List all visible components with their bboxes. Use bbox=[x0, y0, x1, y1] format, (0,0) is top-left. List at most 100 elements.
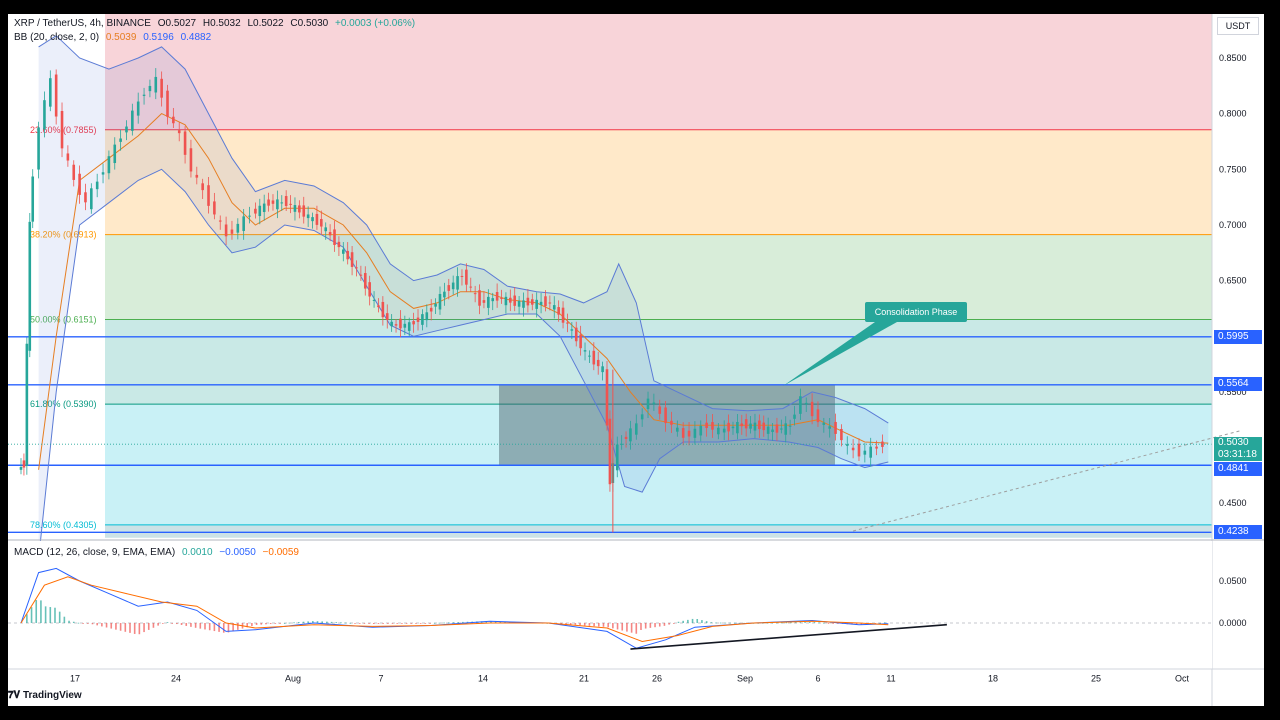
candle-body bbox=[407, 322, 411, 331]
symbol-line: XRP / TetherUS, 4h, BINANCE bbox=[14, 18, 151, 29]
candle-body bbox=[421, 314, 424, 325]
candle bbox=[588, 350, 591, 363]
candle-body bbox=[160, 78, 163, 98]
candle-body bbox=[49, 78, 52, 107]
candle bbox=[172, 107, 175, 129]
candle bbox=[513, 287, 517, 312]
price-tick-7: 0.4500 bbox=[1219, 498, 1247, 508]
macd-histogram-bar bbox=[335, 622, 338, 623]
candle-body bbox=[771, 429, 774, 433]
macd-histogram-bar bbox=[176, 623, 178, 625]
candle bbox=[324, 222, 328, 240]
candle bbox=[189, 139, 193, 178]
macd-histogram-bar bbox=[265, 623, 267, 625]
candle bbox=[530, 293, 534, 311]
candle bbox=[37, 121, 40, 179]
candle-body bbox=[526, 297, 530, 306]
candle-body bbox=[363, 273, 367, 289]
candle bbox=[195, 166, 199, 185]
time-tick-7: Sep bbox=[737, 673, 753, 683]
candle bbox=[788, 419, 792, 435]
candle bbox=[487, 289, 490, 316]
candle-body bbox=[350, 252, 354, 267]
candle bbox=[495, 283, 499, 308]
candle-body bbox=[605, 369, 609, 426]
candle-body bbox=[731, 426, 735, 429]
candle bbox=[54, 69, 58, 125]
candle bbox=[544, 290, 547, 312]
macd-histogram-bar bbox=[246, 623, 248, 628]
candle-body bbox=[451, 282, 455, 290]
candle bbox=[95, 173, 99, 198]
candle bbox=[337, 236, 341, 257]
ohlc-close: C0.5030 bbox=[290, 18, 329, 29]
candle bbox=[119, 129, 122, 151]
candle bbox=[280, 195, 284, 211]
macd-histogram-bar bbox=[762, 622, 764, 624]
ohlc-low: L0.5022 bbox=[247, 18, 284, 29]
macd-histogram-bar bbox=[799, 622, 802, 623]
candle bbox=[142, 87, 146, 105]
time-tick-10: 18 bbox=[988, 673, 998, 683]
candle bbox=[583, 342, 587, 361]
candle bbox=[19, 458, 23, 475]
candle-body bbox=[500, 297, 503, 299]
macd-histogram-bar bbox=[832, 623, 834, 624]
currency-unit-button[interactable]: USDT bbox=[1217, 17, 1259, 35]
macd-histogram-bar bbox=[372, 623, 375, 624]
candle-body bbox=[131, 110, 134, 131]
macd-histogram-bar bbox=[349, 622, 352, 624]
candle-body bbox=[142, 94, 146, 96]
candle bbox=[333, 220, 336, 252]
candle-body bbox=[183, 131, 187, 155]
candle-body bbox=[670, 420, 673, 425]
candle-body bbox=[434, 303, 437, 307]
macd-histogram-bar bbox=[490, 621, 492, 623]
macd-histogram-bar bbox=[110, 623, 113, 629]
dashed-trend-line bbox=[852, 430, 1241, 532]
candle bbox=[298, 200, 301, 219]
candle-body bbox=[254, 208, 257, 214]
candle bbox=[25, 337, 29, 475]
candle bbox=[722, 420, 726, 441]
candle-body bbox=[425, 312, 429, 321]
macd-histogram-bar bbox=[583, 623, 586, 626]
candle bbox=[131, 103, 134, 136]
candle bbox=[845, 436, 849, 455]
candle bbox=[670, 411, 673, 433]
candle bbox=[784, 416, 788, 443]
macd-histogram-bar bbox=[147, 623, 150, 630]
candle bbox=[664, 400, 667, 432]
level-badge-2: 0.4841 bbox=[1214, 462, 1262, 476]
macd-tick-0: 0.0500 bbox=[1219, 576, 1247, 586]
price-tick-2: 0.7500 bbox=[1219, 164, 1247, 174]
macd-histogram-bar bbox=[26, 614, 28, 623]
candle-body bbox=[816, 409, 820, 423]
macd-histogram-bar bbox=[171, 623, 173, 624]
bb-legend: BB (20, close, 2, 0) 0.5039 0.5196 0.488… bbox=[14, 32, 215, 43]
macd-histogram-bar bbox=[855, 623, 858, 625]
candle-body bbox=[857, 443, 861, 457]
macd-histogram-bar bbox=[213, 623, 216, 632]
candle-body bbox=[705, 422, 708, 428]
macd-histogram-bar bbox=[593, 623, 595, 627]
candle bbox=[90, 183, 93, 214]
macd-histogram-bar bbox=[447, 622, 450, 624]
macd-histogram-bar bbox=[419, 623, 422, 624]
candle-body bbox=[280, 202, 284, 204]
macd-histogram-bar bbox=[457, 622, 459, 623]
candle-body bbox=[762, 422, 766, 431]
macd-histogram-bar bbox=[808, 622, 811, 623]
macd-histogram-bar bbox=[438, 622, 441, 624]
macd-histogram-bar bbox=[738, 622, 741, 624]
candle-body bbox=[863, 450, 867, 455]
candle-body bbox=[495, 292, 499, 301]
macd-histogram-bar bbox=[837, 623, 839, 624]
candle-body bbox=[635, 423, 638, 435]
bar-countdown: 03:31:18 bbox=[1218, 449, 1257, 460]
candle bbox=[828, 417, 831, 438]
candle bbox=[306, 206, 310, 227]
candle-body bbox=[504, 296, 508, 306]
candle-body bbox=[148, 85, 152, 92]
macd-histogram-bar bbox=[504, 621, 506, 623]
